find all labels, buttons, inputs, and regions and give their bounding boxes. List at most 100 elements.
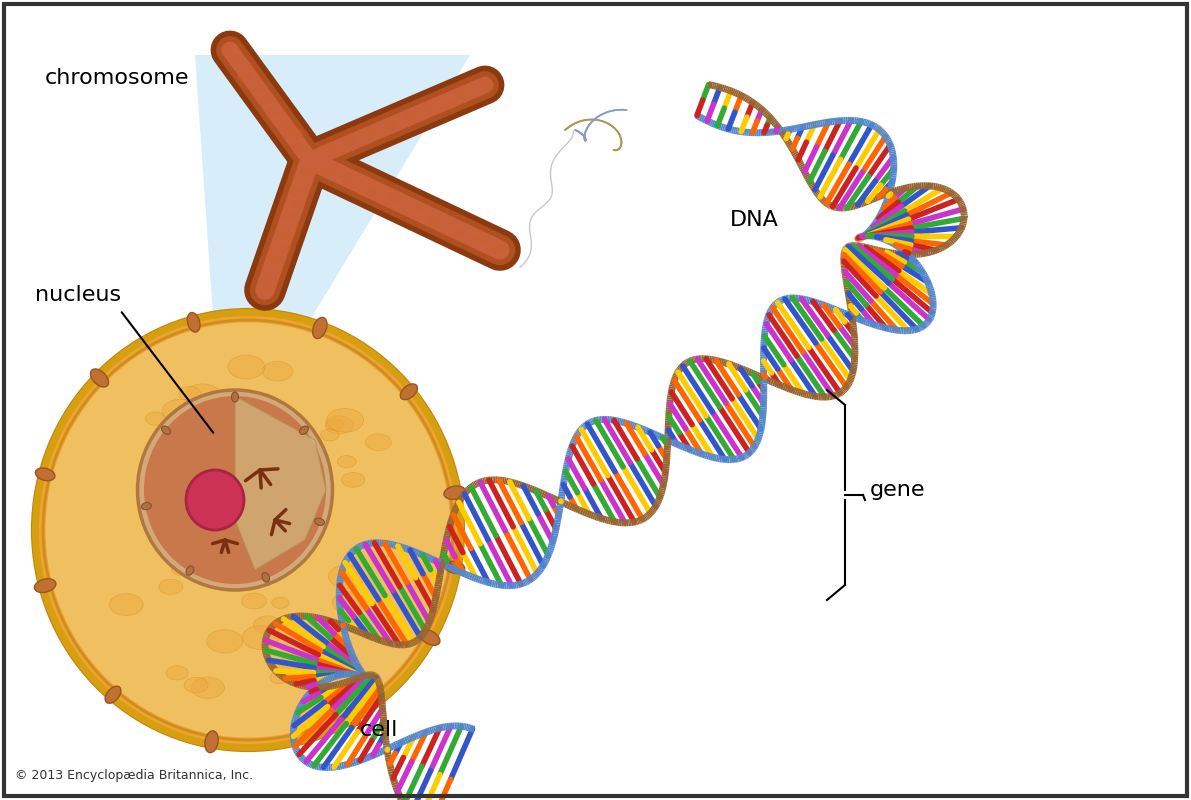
Ellipse shape [266,107,280,118]
Ellipse shape [261,274,274,284]
Ellipse shape [257,94,272,106]
Ellipse shape [366,434,392,450]
Ellipse shape [244,540,264,553]
Ellipse shape [400,384,418,400]
Ellipse shape [157,522,180,537]
Ellipse shape [162,399,200,423]
Ellipse shape [262,573,269,582]
Ellipse shape [158,579,182,594]
Ellipse shape [325,416,354,434]
Ellipse shape [247,499,264,510]
Ellipse shape [35,578,56,593]
Ellipse shape [280,230,294,241]
Ellipse shape [332,592,366,613]
Ellipse shape [289,186,304,198]
Ellipse shape [36,468,55,481]
Ellipse shape [320,429,339,441]
Ellipse shape [292,199,305,210]
Ellipse shape [45,322,450,738]
Text: DNA: DNA [730,210,779,230]
Ellipse shape [274,525,292,537]
Ellipse shape [254,616,281,634]
Ellipse shape [418,102,432,113]
Ellipse shape [314,518,324,526]
Ellipse shape [162,426,170,434]
Ellipse shape [299,426,308,434]
Text: © 2013 Encyclopædia Britannica, Inc.: © 2013 Encyclopædia Britannica, Inc. [15,769,254,782]
Ellipse shape [404,110,418,121]
Ellipse shape [192,677,224,698]
Ellipse shape [490,243,504,254]
Ellipse shape [326,419,343,430]
Ellipse shape [298,167,312,178]
Ellipse shape [258,281,273,291]
Ellipse shape [212,426,231,439]
Ellipse shape [172,562,192,575]
Ellipse shape [269,403,289,416]
Ellipse shape [137,390,332,590]
Ellipse shape [456,89,470,100]
Ellipse shape [410,202,424,214]
Ellipse shape [445,561,464,574]
Ellipse shape [262,362,293,381]
Ellipse shape [279,657,306,674]
Ellipse shape [205,731,218,753]
Ellipse shape [237,72,251,82]
Ellipse shape [168,474,195,492]
Ellipse shape [337,455,356,468]
Ellipse shape [173,530,199,547]
Ellipse shape [244,393,279,415]
Ellipse shape [242,593,267,609]
Text: gene: gene [869,480,925,500]
Ellipse shape [278,456,306,474]
Ellipse shape [186,470,244,530]
Ellipse shape [342,172,355,182]
Ellipse shape [473,235,487,246]
Text: cell: cell [360,720,398,740]
Ellipse shape [142,502,151,510]
Ellipse shape [278,120,292,131]
Ellipse shape [144,396,326,584]
Ellipse shape [444,486,466,499]
Ellipse shape [206,630,243,653]
Ellipse shape [329,565,364,588]
Polygon shape [195,55,470,345]
Ellipse shape [292,142,305,153]
Ellipse shape [367,186,381,197]
Ellipse shape [419,630,439,646]
Ellipse shape [219,46,233,56]
Ellipse shape [272,598,289,608]
Ellipse shape [342,473,364,487]
Ellipse shape [443,99,456,110]
Ellipse shape [231,392,238,402]
Ellipse shape [269,252,283,263]
Ellipse shape [320,166,335,177]
Ellipse shape [388,192,403,203]
Ellipse shape [345,707,360,726]
Ellipse shape [145,412,167,426]
Ellipse shape [251,82,264,93]
Ellipse shape [326,409,363,432]
Polygon shape [235,396,326,570]
Ellipse shape [230,54,244,66]
Ellipse shape [186,566,194,575]
Ellipse shape [451,227,466,238]
Ellipse shape [480,80,494,91]
Ellipse shape [279,465,297,477]
Ellipse shape [382,120,397,131]
Ellipse shape [187,313,200,332]
Ellipse shape [179,386,201,401]
Ellipse shape [298,502,317,515]
Ellipse shape [185,678,208,693]
Ellipse shape [276,243,291,254]
Ellipse shape [185,384,220,407]
Ellipse shape [181,484,204,498]
Ellipse shape [91,369,108,387]
Ellipse shape [270,672,288,684]
Ellipse shape [362,127,376,138]
Ellipse shape [342,136,356,146]
Text: chromosome: chromosome [45,68,189,88]
Ellipse shape [227,355,266,379]
Ellipse shape [172,458,204,479]
Ellipse shape [289,128,303,139]
